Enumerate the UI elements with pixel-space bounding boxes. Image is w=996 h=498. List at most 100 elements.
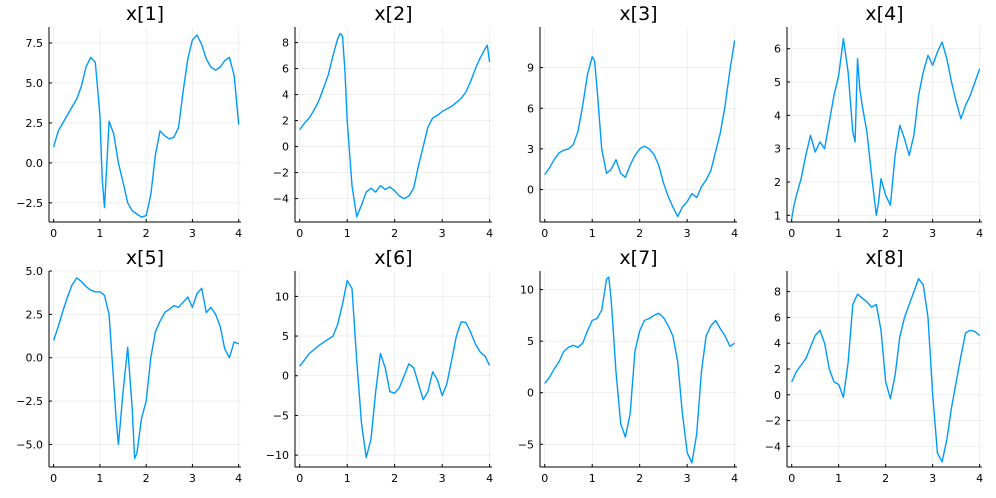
x-tick-label: 3	[684, 472, 691, 485]
subplot-1: 0 1 2 3 4 −2.5 0.0 2.5 5.0 7.5 x[1]	[16, 3, 242, 240]
series-line	[52, 34, 240, 218]
x-tick-label: 4	[976, 472, 983, 485]
x-tick-label: 3	[929, 472, 936, 485]
x-tick-label: 2	[391, 472, 398, 485]
y-tick-label: 0	[282, 141, 289, 154]
y-tick-label: 4	[774, 109, 781, 122]
y-tick-label: −5	[273, 409, 289, 422]
x-tick-label: 0	[541, 472, 548, 485]
y-tick-label: 0	[527, 387, 534, 400]
y-tick-label: −4	[765, 440, 781, 453]
subplot-5: 0 1 2 3 4 −5.0 −2.5 0.0 2.5 5.0 x[5]	[16, 247, 242, 485]
x-tick-label: 4	[976, 227, 983, 240]
x-tick-label: 3	[439, 227, 446, 240]
subplot-title: x[5]	[126, 247, 164, 269]
series-line	[791, 38, 981, 219]
x-tick-label: 0	[50, 472, 57, 485]
y-tick-label: 2.5	[26, 117, 44, 130]
y-tick-label: 3	[527, 143, 534, 156]
x-tick-label: 4	[731, 227, 738, 240]
x-tick-label: 0	[541, 227, 548, 240]
x-tick-label: 4	[486, 227, 493, 240]
y-tick-label: 4	[774, 337, 781, 350]
y-tick-label: 6	[527, 102, 534, 115]
x-tick-label: 2	[882, 472, 889, 485]
y-tick-label: 8	[282, 37, 289, 50]
y-tick-label: −4	[273, 193, 289, 206]
y-tick-label: 8	[774, 286, 781, 299]
y-tick-label: 10	[275, 290, 289, 303]
series-line	[544, 40, 736, 218]
y-tick-label: 2	[282, 115, 289, 128]
y-tick-label: 5	[527, 335, 534, 348]
y-tick-label: 2.5	[26, 308, 44, 321]
y-tick-label: 1	[774, 209, 781, 222]
y-tick-label: 6	[282, 63, 289, 76]
x-tick-label: 2	[391, 227, 398, 240]
y-tick-label: 6	[774, 43, 781, 56]
y-tick-label: 2	[774, 363, 781, 376]
y-tick-label: −2	[765, 415, 781, 428]
subplot-title: x[8]	[865, 247, 903, 269]
series-line	[544, 276, 735, 464]
y-tick-label: 3	[774, 143, 781, 156]
x-tick-label: 1	[835, 472, 842, 485]
y-tick-label: −5	[518, 438, 534, 451]
x-tick-label: 1	[96, 227, 103, 240]
x-tick-label: 2	[882, 227, 889, 240]
x-tick-label: 3	[189, 227, 196, 240]
subplot-title: x[3]	[619, 3, 657, 25]
y-tick-label: −2	[273, 167, 289, 180]
x-tick-label: 2	[143, 472, 150, 485]
x-tick-label: 2	[143, 227, 150, 240]
series-line	[791, 278, 981, 463]
y-tick-label: 10	[520, 284, 534, 297]
x-tick-label: 0	[296, 227, 303, 240]
x-tick-label: 1	[589, 227, 596, 240]
y-tick-label: 2	[774, 176, 781, 189]
series-line	[299, 32, 491, 218]
y-tick-label: −10	[266, 449, 289, 462]
x-tick-label: 3	[189, 472, 196, 485]
y-tick-label: 0	[774, 389, 781, 402]
y-tick-label: 7.5	[26, 37, 44, 50]
x-tick-label: 0	[296, 472, 303, 485]
y-tick-label: 0	[527, 184, 534, 197]
x-tick-label: 3	[929, 227, 936, 240]
x-tick-label: 1	[344, 227, 351, 240]
y-tick-label: 4	[282, 89, 289, 102]
y-tick-label: 0.0	[26, 352, 44, 365]
y-tick-label: 5.0	[26, 77, 44, 90]
subplot-title: x[2]	[374, 3, 412, 25]
subplot-title: x[1]	[126, 3, 164, 25]
x-tick-label: 3	[439, 472, 446, 485]
x-tick-label: 0	[788, 472, 795, 485]
series-line	[299, 279, 491, 459]
y-tick-label: −5.0	[16, 438, 43, 451]
y-tick-label: 0.0	[26, 157, 44, 170]
subplot-title: x[4]	[865, 3, 903, 25]
x-tick-label: 0	[50, 227, 57, 240]
subplot-7: 0 1 2 3 4 −5 0 5 10 x[7]	[518, 247, 738, 485]
x-tick-label: 1	[96, 472, 103, 485]
y-tick-label: −2.5	[16, 197, 43, 210]
y-tick-label: 0	[282, 370, 289, 383]
y-tick-label: 5	[774, 76, 781, 89]
subplot-title: x[7]	[619, 247, 657, 269]
y-tick-label: 6	[774, 311, 781, 324]
y-tick-label: 5.0	[26, 265, 44, 278]
x-tick-label: 1	[344, 472, 351, 485]
subplot-2: 0 1 2 3 4 −4 −2 0 2 4 6 8 x[2]	[273, 3, 493, 240]
x-tick-label: 4	[486, 472, 493, 485]
x-tick-label: 1	[589, 472, 596, 485]
x-tick-label: 4	[235, 472, 242, 485]
y-tick-label: 9	[527, 62, 534, 75]
x-tick-label: 4	[731, 472, 738, 485]
x-tick-label: 0	[788, 227, 795, 240]
subplot-title: x[6]	[374, 247, 412, 269]
subplot-8: 0 1 2 3 4 −4 −2 0 2 4 6 8 x[8]	[765, 247, 983, 485]
x-tick-label: 3	[684, 227, 691, 240]
